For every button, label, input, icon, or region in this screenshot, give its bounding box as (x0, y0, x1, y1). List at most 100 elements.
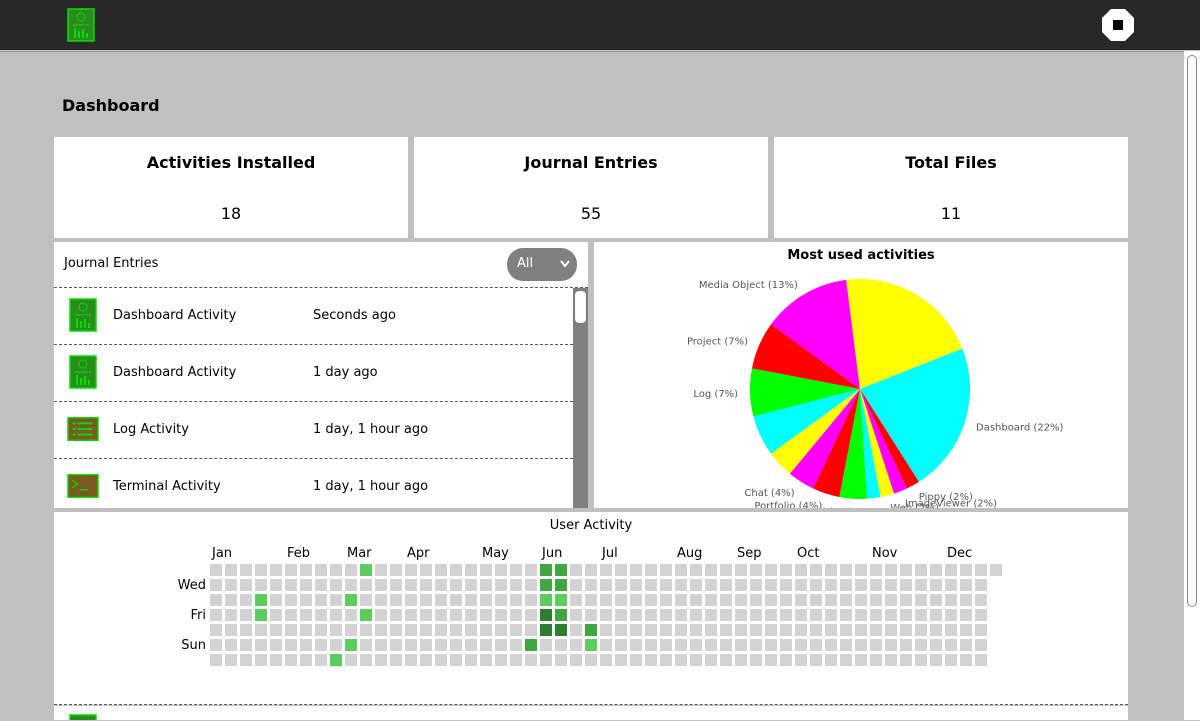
journal-scrollbar-thumb[interactable] (574, 290, 587, 324)
activity-cell (645, 639, 657, 651)
activity-cell (675, 639, 687, 651)
activity-cell (225, 639, 237, 651)
activity-cell (375, 564, 387, 576)
activity-cell (495, 624, 507, 636)
activity-cell (660, 594, 672, 606)
log-activity-icon (67, 417, 99, 441)
pie-slice (860, 348, 971, 482)
activity-cell (240, 609, 252, 621)
activity-cell (225, 609, 237, 621)
activity-cell (330, 624, 342, 636)
activity-cell (375, 609, 387, 621)
activity-cell (330, 654, 342, 666)
activity-cell (795, 639, 807, 651)
page-scrollbar[interactable] (1184, 51, 1200, 720)
activity-cell (795, 609, 807, 621)
activity-cell (465, 564, 477, 576)
activity-cell (315, 594, 327, 606)
activity-cell (435, 654, 447, 666)
pie-slice (860, 389, 907, 494)
pie-slice-label: Dashboard (22%) (976, 423, 1064, 434)
journal-entry[interactable]: Log Activity 1 day, 1 hour ago (54, 402, 573, 459)
activity-cell (390, 639, 402, 651)
heatmap-title: User Activity (549, 518, 633, 533)
activity-cell (300, 564, 312, 576)
dashboard-activity-icon (69, 355, 97, 389)
activity-cell (405, 624, 417, 636)
activity-cell (390, 579, 402, 591)
pie-slice (846, 279, 963, 389)
pie-slice (753, 389, 860, 454)
activity-cell (480, 609, 492, 621)
activity-cell (840, 564, 852, 576)
activity-cell (285, 594, 297, 606)
pie-slice-label: AnalyzeJournal (4%) (751, 507, 852, 508)
activity-cell (495, 654, 507, 666)
page-scrollbar-thumb[interactable] (1187, 55, 1197, 607)
activity-cell (645, 579, 657, 591)
activity-cell (930, 564, 942, 576)
stop-icon[interactable] (1101, 8, 1135, 42)
activity-cell (330, 594, 342, 606)
activity-cell (255, 639, 267, 651)
activity-cell (960, 639, 972, 651)
activity-cell (900, 654, 912, 666)
activity-cell (810, 564, 822, 576)
activity-cell (720, 639, 732, 651)
activity-cell (555, 594, 567, 606)
activity-cell (330, 639, 342, 651)
journal-title: Journal Entries (64, 256, 159, 271)
dashboard-activity-icon[interactable] (67, 8, 95, 42)
activity-cell (720, 594, 732, 606)
journal-scrollbar[interactable] (573, 288, 588, 508)
activity-cell (570, 654, 582, 666)
activity-cell (840, 654, 852, 666)
activity-cell (225, 654, 237, 666)
pie-slice-label: ImageViewer (2%) (905, 498, 997, 508)
activity-cell (435, 624, 447, 636)
activity-cell (825, 609, 837, 621)
activity-cell (435, 579, 447, 591)
activity-cell (465, 594, 477, 606)
chevron-down-icon (560, 260, 570, 268)
activity-cell (345, 609, 357, 621)
activity-cell (360, 594, 372, 606)
activity-cell (660, 639, 672, 651)
activity-cell (975, 579, 987, 591)
activity-cell (705, 609, 717, 621)
activity-cell (645, 564, 657, 576)
activity-cell (765, 579, 777, 591)
activity-cell (705, 564, 717, 576)
activity-cell (555, 564, 567, 576)
activity-cell (690, 579, 702, 591)
activity-cell (960, 564, 972, 576)
activity-cell (465, 639, 477, 651)
pie-slice (839, 389, 867, 499)
activity-cell (705, 654, 717, 666)
activity-cell (600, 564, 612, 576)
activity-cell (315, 639, 327, 651)
journal-entry[interactable]: Dashboard Activity Seconds ago (54, 288, 573, 345)
activity-cell (945, 594, 957, 606)
activity-cell (735, 624, 747, 636)
activity-cell (615, 564, 627, 576)
activity-cell (405, 654, 417, 666)
journal-filter-select[interactable]: All (507, 248, 577, 281)
activity-cell (285, 564, 297, 576)
pie-slice (860, 389, 894, 498)
month-label: Apr (407, 546, 430, 561)
activity-cell (405, 594, 417, 606)
activity-cell (510, 564, 522, 576)
journal-entry[interactable]: Dashboard Activity 1 day ago (54, 345, 573, 402)
activity-cell (915, 564, 927, 576)
journal-entry[interactable]: Terminal Activity 1 day, 1 hour ago (54, 459, 573, 508)
activity-cell (480, 579, 492, 591)
activity-cell (930, 624, 942, 636)
activity-cell (675, 594, 687, 606)
activity-cell (690, 639, 702, 651)
activity-cell (315, 564, 327, 576)
pie-title: Most used activities (787, 248, 935, 263)
activity-cell (420, 609, 432, 621)
activity-cell (750, 624, 762, 636)
activity-cell (690, 594, 702, 606)
